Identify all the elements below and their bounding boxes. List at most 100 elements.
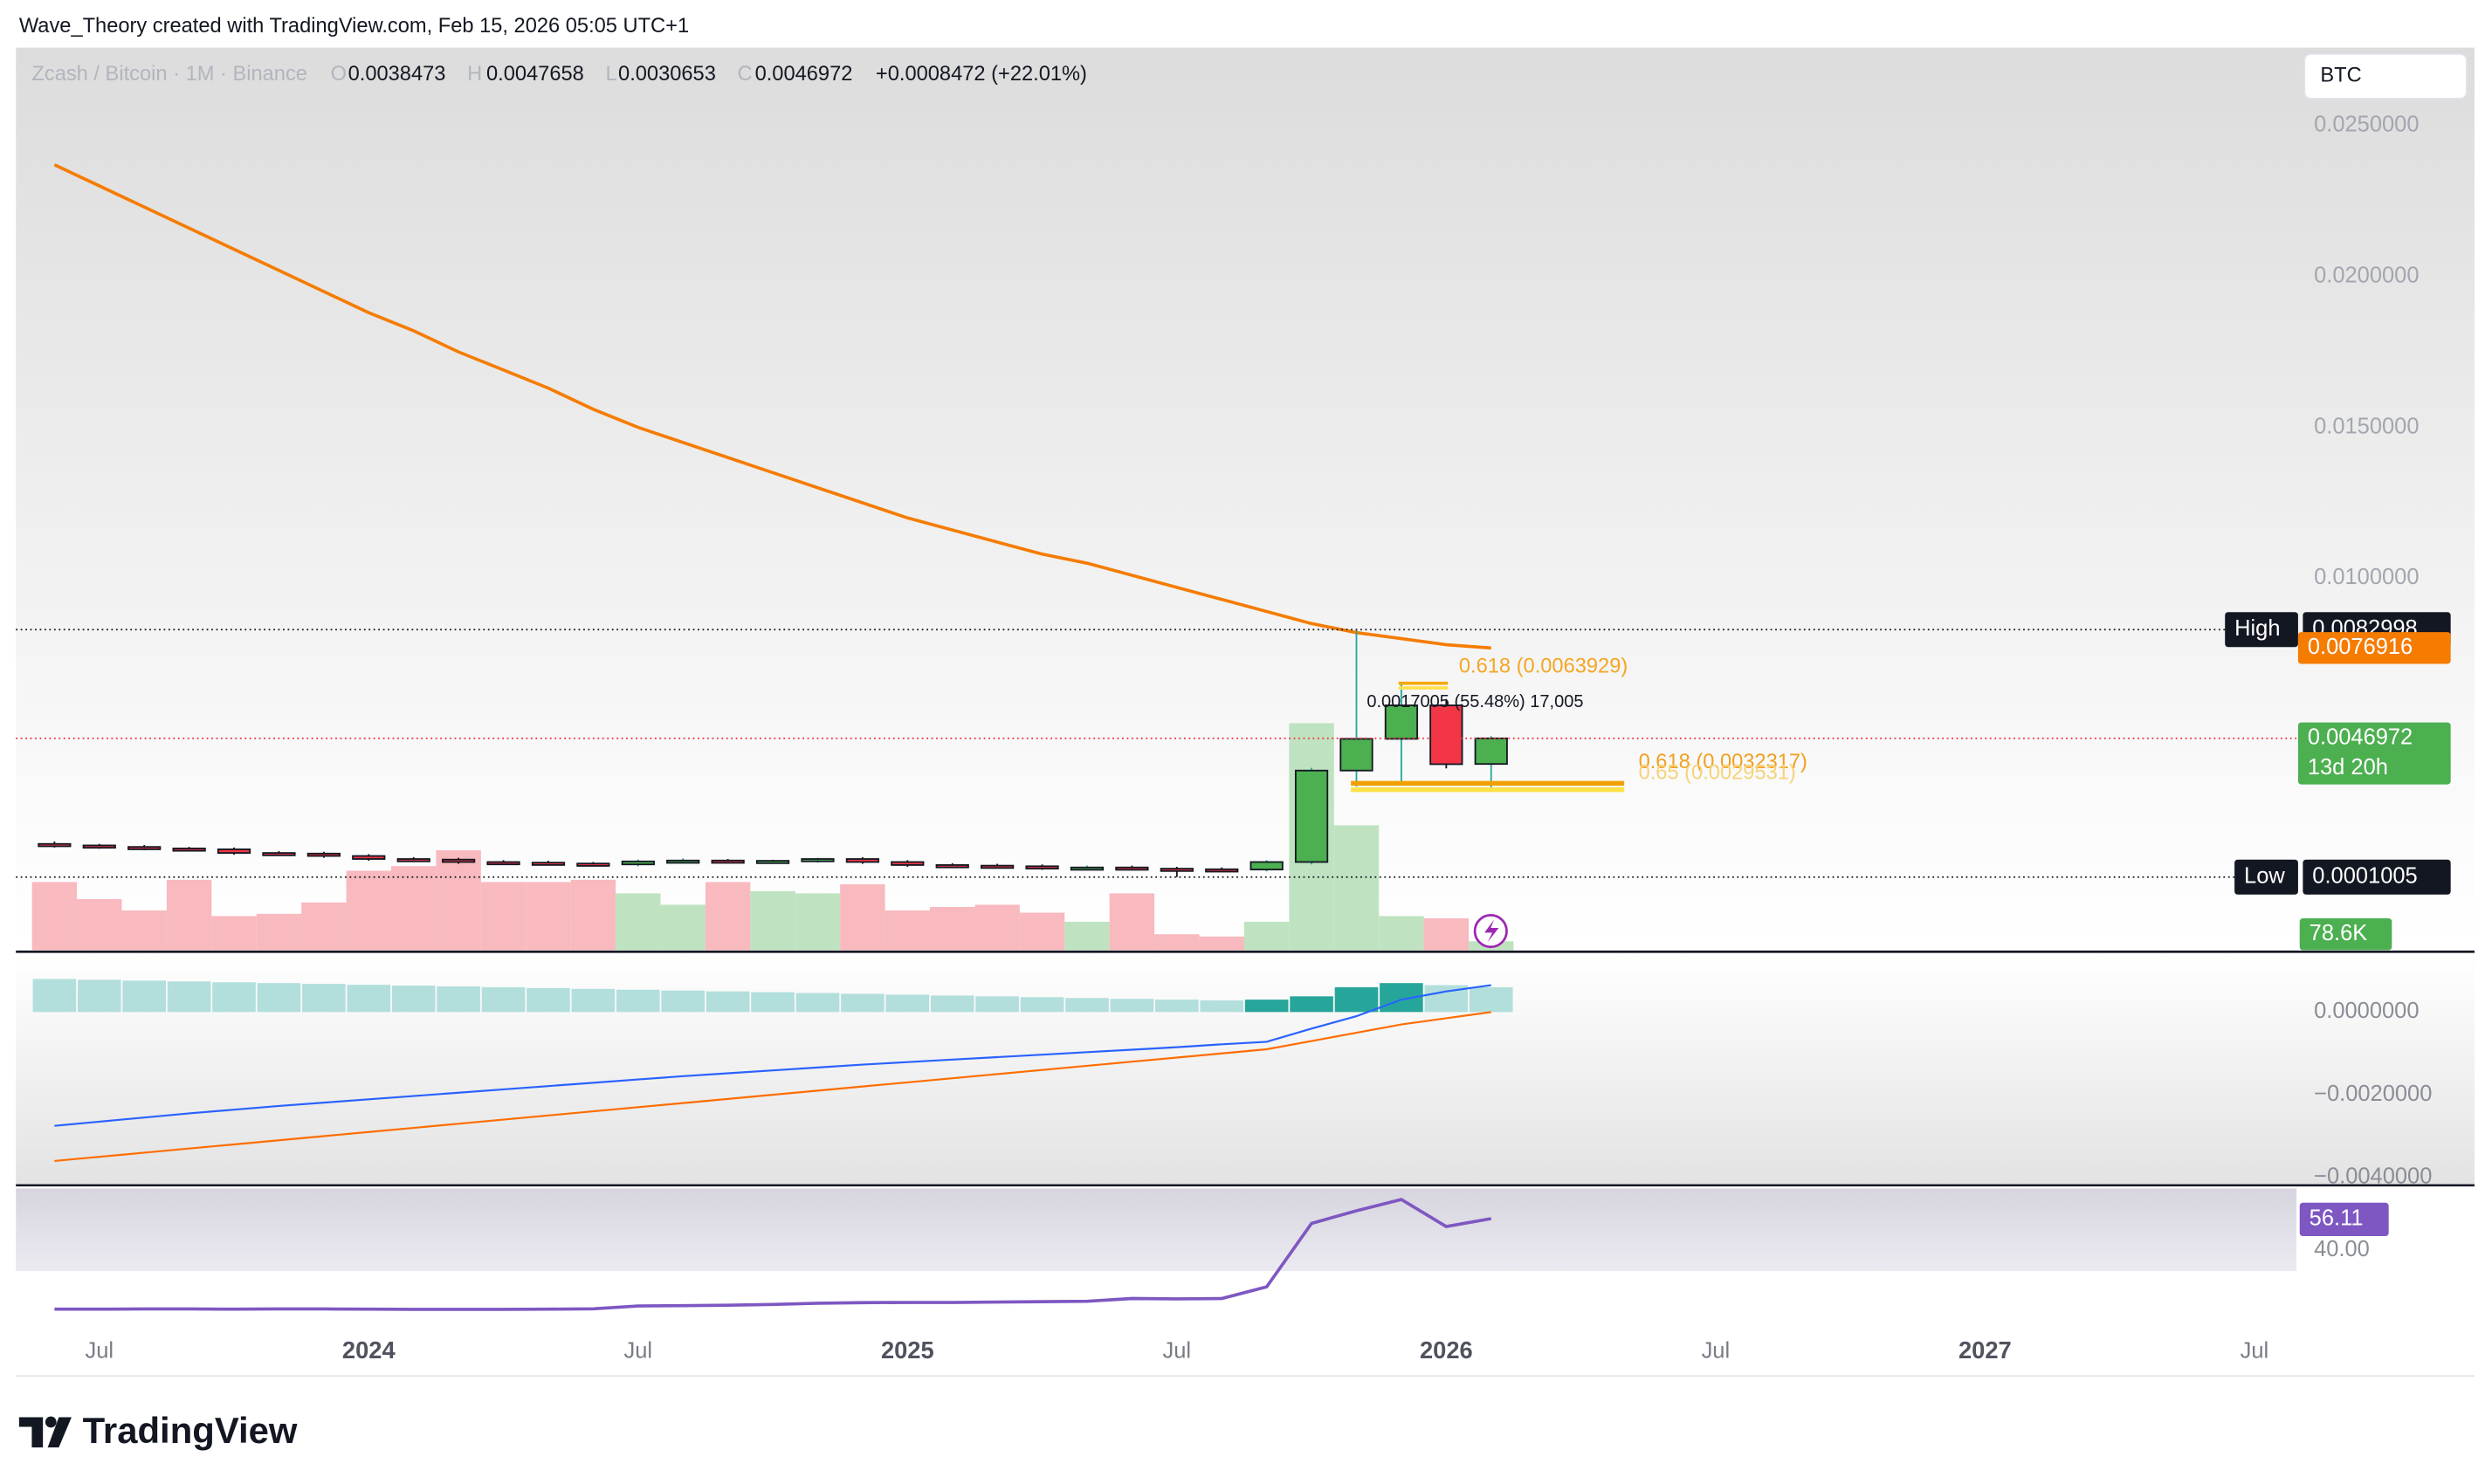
candle-body	[352, 855, 386, 860]
candle-body	[845, 858, 880, 863]
macd-histogram-bar	[212, 982, 256, 1013]
high-label: High	[2234, 616, 2280, 641]
x-tick-label: Jul	[2241, 1339, 2269, 1364]
candle-body	[217, 848, 251, 855]
volume-bar	[1109, 893, 1155, 951]
macd-histogram-bar	[481, 986, 526, 1013]
open-value: 0.0038473	[348, 63, 446, 86]
currency-button[interactable]	[2303, 52, 2468, 100]
countdown: 13d 20h	[2308, 755, 2388, 780]
logo-mark	[18, 1417, 44, 1448]
volume-bar	[1064, 921, 1110, 951]
macd-histogram-bar	[257, 983, 301, 1013]
y-tick-label: 0.0150000	[2314, 414, 2419, 438]
candle-body	[1339, 738, 1373, 772]
macd-line	[54, 984, 1491, 1127]
attribution: Wave_Theory created with TradingView.com…	[19, 15, 689, 38]
volume-bar	[346, 870, 391, 951]
x-tick-label: Jul	[1702, 1339, 1731, 1364]
volume-bar	[1243, 921, 1290, 951]
x-tick-label: Jul	[85, 1339, 114, 1364]
volume-bar	[1154, 934, 1200, 951]
macd-histogram-bar	[32, 979, 77, 1013]
volume-bar	[1199, 936, 1244, 951]
candle-body	[1249, 861, 1284, 871]
volume-bar	[974, 904, 1020, 951]
candle-body	[621, 860, 655, 866]
macd-histogram-bar	[975, 996, 1019, 1013]
logo	[18, 1416, 72, 1448]
macd-histogram-bar	[751, 992, 795, 1013]
ohlc-letter: O	[331, 63, 347, 86]
macd-histogram-bar	[527, 987, 570, 1013]
volume-bar	[660, 904, 706, 951]
close-value: 0.0046972	[755, 63, 853, 86]
macd-histogram-bar	[930, 995, 974, 1013]
macd-histogram-bar	[571, 988, 616, 1013]
volume-bar	[885, 910, 931, 951]
volume-bar	[570, 879, 616, 951]
macd-histogram-bar	[77, 979, 121, 1013]
candle-body	[891, 861, 925, 866]
macd-histogram-bar	[1334, 986, 1379, 1013]
candle-body	[262, 852, 296, 856]
fib-label: 0.65 (0.0029531)	[1639, 762, 1796, 785]
logo-mark	[45, 1416, 57, 1428]
candle-body	[127, 846, 162, 850]
macd-histogram-bar	[347, 985, 391, 1013]
volume-bar	[1423, 918, 1470, 951]
macd-histogram-bar	[1065, 998, 1109, 1013]
candle-body	[576, 862, 610, 867]
macd-histogram-bar	[302, 984, 346, 1013]
ohlc-letter: L	[605, 63, 616, 86]
candle-body	[666, 859, 700, 864]
candle-body	[1429, 704, 1463, 766]
candle-body	[531, 862, 566, 866]
candle-body	[1474, 737, 1508, 766]
moving-average	[53, 163, 1491, 650]
volume-bar	[31, 882, 78, 951]
macd-histogram-bar	[616, 989, 660, 1013]
ohlc-letter: H	[467, 63, 482, 86]
macd-histogram-bar	[391, 986, 436, 1013]
candle-body	[981, 864, 1015, 869]
macd-histogram-bar	[1155, 1000, 1199, 1013]
indicator-icon-bolt	[1484, 919, 1499, 943]
volume-bar	[840, 884, 885, 951]
macd-histogram-bar	[1469, 986, 1513, 1013]
volume-bar	[77, 898, 122, 951]
fib-label: 0.618 (0.0032317)	[1639, 751, 1807, 773]
volume-bar	[166, 879, 212, 951]
candle-body	[1070, 866, 1105, 871]
volume-bar	[750, 890, 795, 951]
measure-label: 0.0017005 (55.48%) 17,005	[1366, 692, 1583, 711]
main-pane	[16, 47, 2475, 951]
candle-body	[1205, 868, 1239, 873]
macd-histogram-bar	[167, 981, 211, 1013]
volume-bar	[480, 882, 527, 951]
low-value-box	[2303, 859, 2451, 895]
volume-bar	[930, 907, 975, 951]
volume-label-box	[2299, 918, 2392, 951]
rsi-band	[16, 1188, 2297, 1272]
volume-bar	[1379, 916, 1424, 951]
macd-histogram-bar	[795, 993, 840, 1013]
x-tick-label: Jul	[624, 1339, 653, 1364]
macd-histogram-bar	[1110, 999, 1154, 1013]
macd-histogram-bar	[1020, 997, 1064, 1013]
currency[interactable]: BTC	[2320, 65, 2361, 87]
candle-body	[1294, 769, 1329, 863]
logo-mark	[47, 1417, 72, 1448]
volume-bar	[616, 893, 661, 951]
candle-body	[935, 864, 969, 869]
candle-body	[1115, 866, 1149, 871]
macd-histogram-bar	[841, 993, 885, 1013]
high-value: 0.0047658	[486, 63, 584, 86]
x-tick-label: Jul	[1163, 1339, 1192, 1364]
macd-histogram-bar	[1244, 1000, 1289, 1013]
macd-histogram-bar	[437, 986, 480, 1013]
macd-histogram-bar	[1200, 1000, 1244, 1013]
volume-bar	[211, 916, 257, 951]
